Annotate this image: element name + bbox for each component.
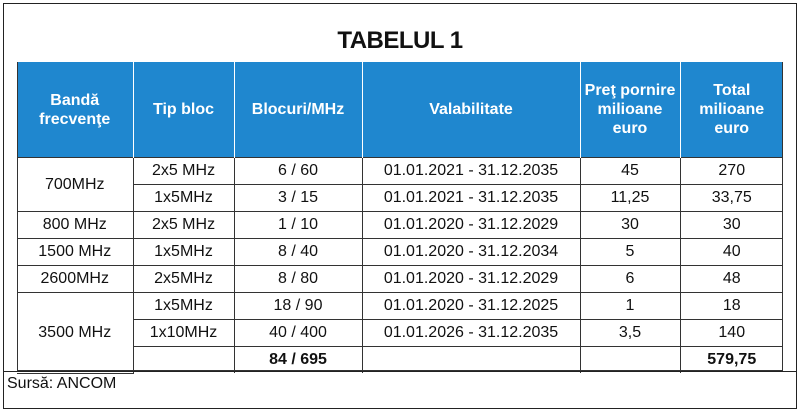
cell: 48 bbox=[679, 265, 783, 293]
cell: 3 / 15 bbox=[233, 184, 363, 212]
cell: 8 / 80 bbox=[233, 265, 363, 293]
empty-cell bbox=[361, 346, 581, 373]
cell: 45 bbox=[579, 157, 681, 185]
empty-cell bbox=[133, 346, 235, 373]
cell: 5 bbox=[579, 238, 681, 266]
header-cell: Preţ pornire milioane euro bbox=[579, 62, 680, 158]
table-row: 800 MHz 2x5 MHz 1 / 10 01.01.2020 - 31.12.2… bbox=[17, 211, 783, 239]
total-value: 579,75 bbox=[679, 346, 783, 373]
header-cell: Blocuri/MHz bbox=[233, 62, 362, 158]
cell: 30 bbox=[679, 211, 783, 239]
cell: 18 / 90 bbox=[233, 292, 363, 320]
cell: 1x5MHz bbox=[132, 292, 235, 320]
header-cell: Tip bloc bbox=[132, 62, 234, 158]
cell: 2x5 MHz bbox=[132, 211, 235, 239]
cell: 01.01.2020 - 31.12.2029 bbox=[361, 265, 581, 293]
empty-cell bbox=[579, 346, 681, 373]
table-row: 3500 MHz 1x5MHz 18 / 90 01.01.2020 - 31.12.… bbox=[17, 292, 783, 374]
separator bbox=[4, 371, 796, 372]
table-row: 1x10MHz 40 / 400 01.01.2026 - 31.12.2035 3,… bbox=[17, 319, 783, 347]
cell: 140 bbox=[679, 319, 783, 347]
cell: 01.01.2020 - 31.12.2029 bbox=[361, 211, 581, 239]
cell: 2x5 MHz bbox=[132, 157, 235, 185]
cell: 8 / 40 bbox=[233, 238, 363, 266]
table-row: 2600MHz 2x5MHz 8 / 80 01.01.2020 - 31.12.20… bbox=[17, 265, 783, 293]
cell: 01.01.2026 - 31.12.2035 bbox=[361, 319, 581, 347]
cell: 2x5MHz bbox=[132, 265, 235, 293]
cell: 1 bbox=[579, 292, 681, 320]
cell: 11,25 bbox=[579, 184, 681, 212]
cell: 30 bbox=[579, 211, 681, 239]
band-cell: 700MHz bbox=[17, 157, 134, 212]
cell: 01.01.2020 - 31.12.2025 bbox=[361, 292, 581, 320]
cell: 6 bbox=[579, 265, 681, 293]
band-cell: 800 MHz bbox=[17, 211, 134, 239]
band-cell: 3500 MHz bbox=[17, 292, 134, 374]
cell: 1x10MHz bbox=[133, 319, 235, 347]
header-cell: Total milioane euro bbox=[679, 62, 783, 158]
header-cell: Valabilitate bbox=[361, 62, 580, 158]
band-cell: 1500 MHz bbox=[17, 238, 134, 266]
header-row: Bandă frecvenţe Tip bloc Blocuri/MHz Valabi… bbox=[17, 62, 783, 158]
cell: 3,5 bbox=[579, 319, 681, 347]
title: TABELUL 1 bbox=[337, 27, 463, 54]
data-table: Bandă frecvenţe Tip bloc Blocuri/MHz Valabi… bbox=[17, 62, 783, 374]
header-cell: Bandă frecvenţe bbox=[17, 62, 133, 158]
cell: 01.01.2020 - 31.12.2034 bbox=[361, 238, 581, 266]
cell: 6 / 60 bbox=[233, 157, 363, 185]
cell: 40 bbox=[679, 238, 783, 266]
cell: 1x5MHz bbox=[133, 184, 235, 212]
table-row: 1500 MHz 1x5MHz 8 / 40 01.01.2020 - 31.12.2… bbox=[17, 238, 783, 266]
cell: 01.01.2021 - 31.12.2035 bbox=[361, 157, 581, 185]
total-row: 84 / 695 579,75 bbox=[17, 346, 783, 373]
cell: 01.01.2021 - 31.12.2035 bbox=[361, 184, 581, 212]
band-cell: 2600MHz bbox=[17, 265, 134, 293]
source: Sursă: ANCOM bbox=[7, 375, 117, 392]
cell: 33,75 bbox=[679, 184, 783, 212]
cell: 1 / 10 bbox=[233, 211, 363, 239]
total-blocks: 84 / 695 bbox=[233, 346, 363, 373]
cell: 270 bbox=[679, 157, 783, 185]
frame bbox=[3, 3, 797, 409]
cell: 18 bbox=[679, 292, 783, 320]
cell: 1x5MHz bbox=[132, 238, 235, 266]
table-row: 700MHz 2x5 MHz 6 / 60 01.01.2021 - 31.12.20… bbox=[17, 157, 783, 212]
table-body: 700MHz 2x5 MHz 6 / 60 01.01.2021 - 31.12.20… bbox=[17, 157, 783, 374]
cell: 40 / 400 bbox=[233, 319, 363, 347]
